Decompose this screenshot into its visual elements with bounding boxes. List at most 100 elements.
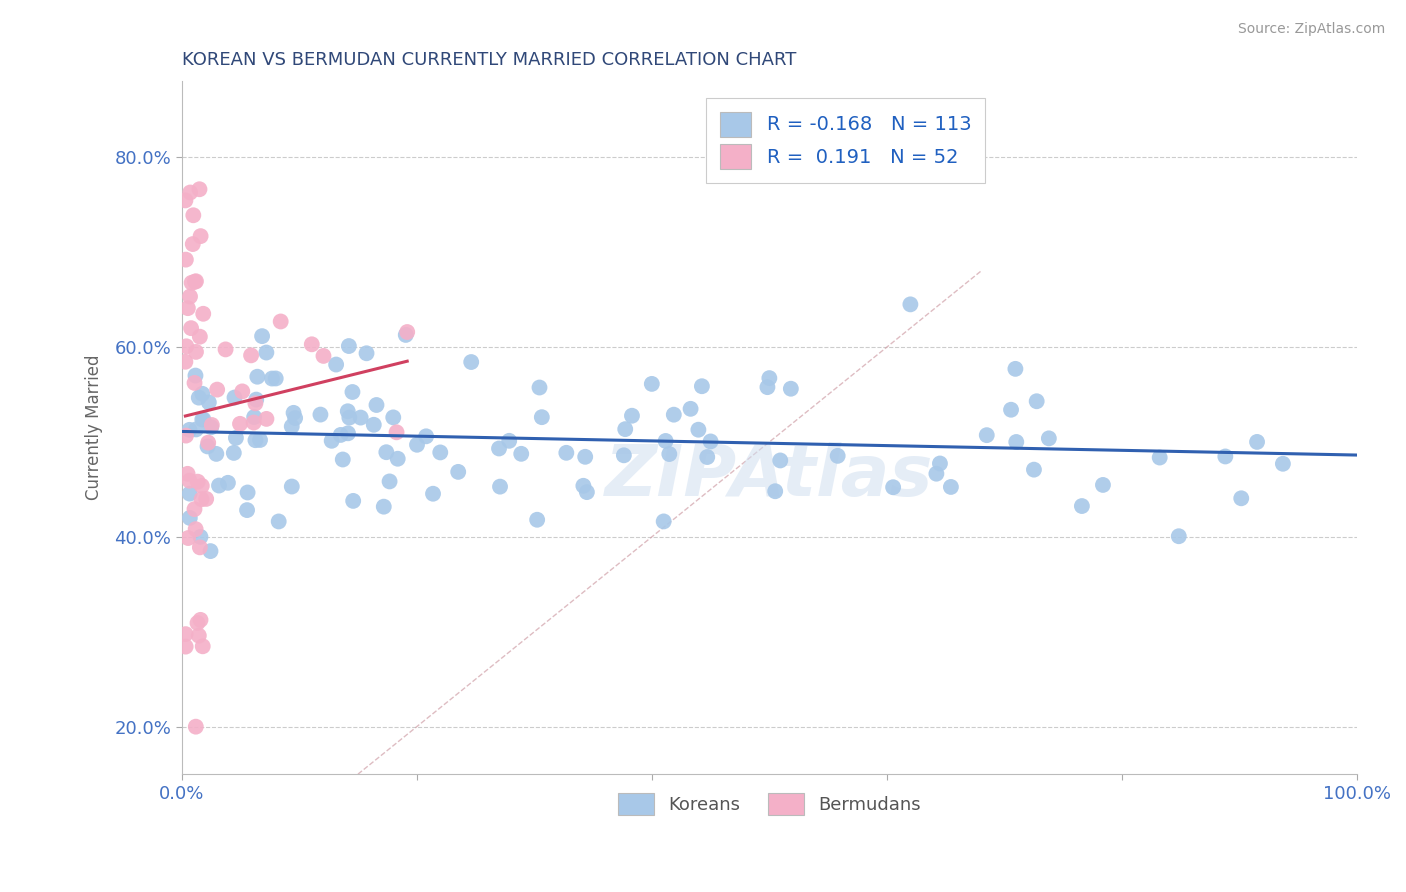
Point [321,434,343,448]
Point [572,479,595,493]
Point [526,513,548,527]
Point [205,383,228,397]
Point [188,182,211,196]
Point [1025,394,1047,409]
Point [190,492,212,507]
Point [530,410,553,425]
Point [312,349,335,363]
Point [184,522,207,536]
Point [229,417,252,431]
Point [240,348,263,362]
Point [201,417,224,432]
Point [245,392,267,407]
Point [179,486,201,500]
Point [939,480,962,494]
Point [183,376,205,390]
Point [281,479,304,493]
Point [224,391,246,405]
Point [187,391,209,405]
Point [575,485,598,500]
Point [769,453,792,467]
Point [174,627,197,641]
Point [214,343,236,357]
Point [267,515,290,529]
Point [193,307,215,321]
Point [696,450,718,464]
Point [184,422,207,436]
Point [225,431,247,445]
Point [174,640,197,654]
Point [382,410,405,425]
Point [174,194,197,208]
Point [249,433,271,447]
Point [236,503,259,517]
Point [191,479,214,493]
Point [190,613,212,627]
Point [613,448,636,462]
Point [337,426,360,441]
Point [1004,362,1026,376]
Point [245,396,267,410]
Point [325,358,347,372]
Point [336,404,359,418]
Point [200,544,222,558]
Point [488,442,510,456]
Point [222,446,245,460]
Point [174,252,197,267]
Point [342,494,364,508]
Point [179,289,201,303]
Point [363,417,385,432]
Point [422,487,444,501]
Point [614,422,637,436]
Point [415,429,437,443]
Point [191,386,214,401]
Point [882,480,904,494]
Point [198,395,221,409]
Point [489,480,512,494]
Point [179,186,201,200]
Point [929,457,952,471]
Point [197,435,219,450]
Point [385,425,408,440]
Point [284,411,307,425]
Point [179,423,201,437]
Point [217,475,239,490]
Point [690,379,713,393]
Point [447,465,470,479]
Point [231,384,253,399]
Point [555,446,578,460]
Point [342,384,364,399]
Point [264,371,287,385]
Point [260,371,283,385]
Point [378,475,401,489]
Point [176,339,198,353]
Point [510,447,533,461]
Point [900,297,922,311]
Point [250,329,273,343]
Point [1213,450,1236,464]
Point [699,434,721,449]
Point [177,301,200,315]
Point [373,500,395,514]
Point [197,439,219,453]
Point [208,478,231,492]
Point [270,314,292,328]
Point [1271,457,1294,471]
Point [1000,402,1022,417]
Point [256,412,278,426]
Point [245,433,267,447]
Point [976,428,998,442]
Point [283,406,305,420]
Point [1005,434,1028,449]
Point [301,337,323,351]
Point [350,410,373,425]
Point [658,447,681,461]
Point [183,502,205,516]
Point [329,428,352,442]
Point [395,327,418,342]
Point [337,410,360,425]
Point [179,474,201,488]
Text: KOREAN VS BERMUDAN CURRENTLY MARRIED CORRELATION CHART: KOREAN VS BERMUDAN CURRENTLY MARRIED COR… [181,51,796,69]
Point [184,274,207,288]
Point [190,229,212,244]
